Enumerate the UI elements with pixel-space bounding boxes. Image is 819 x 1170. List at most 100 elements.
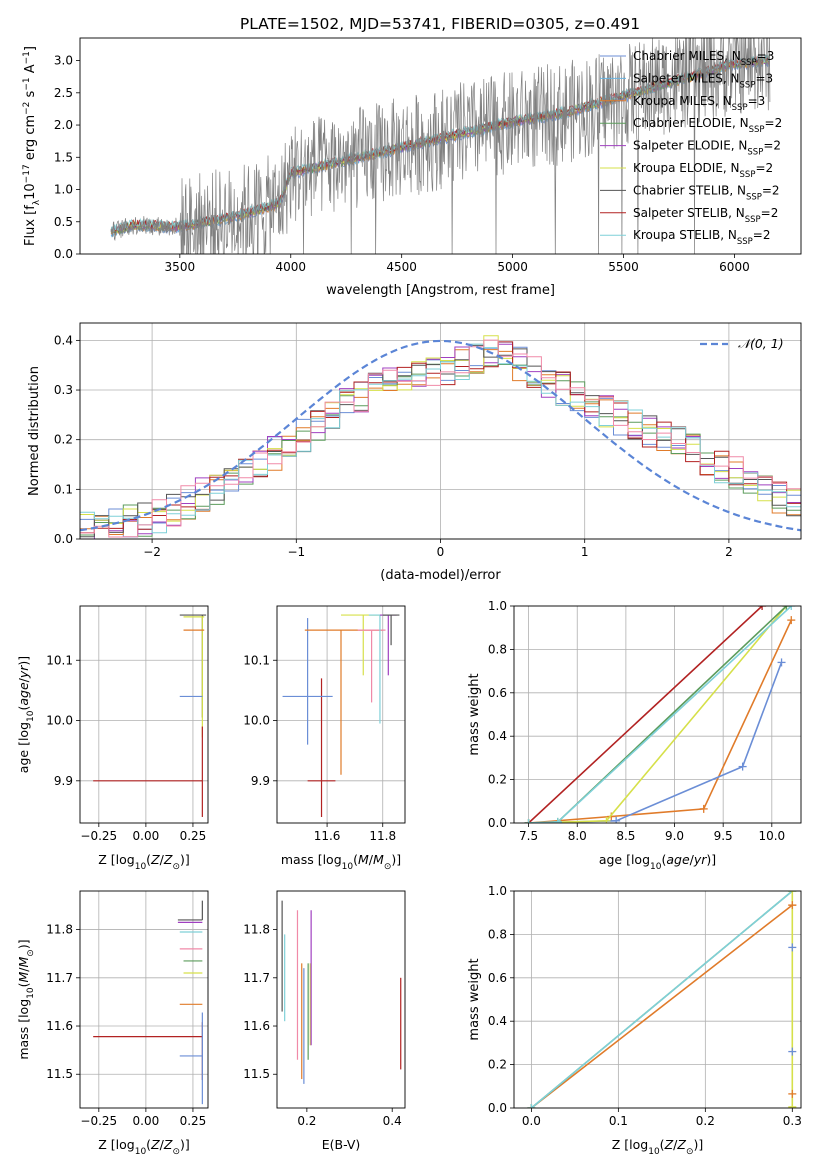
x-tick-label: 4000 <box>275 260 306 274</box>
mass-weight-vs-Z-frame <box>513 890 802 1109</box>
gaussian-reference-line <box>80 339 801 532</box>
legend-label: Chabrier STELIB, NSSP=2 <box>633 183 780 202</box>
x-tick-label: 5000 <box>497 260 528 274</box>
spectrum-legend: Chabrier MILES, NSSP=3 Salpeter MILES, NS… <box>600 49 782 247</box>
mass-vs-Z-axes: −0.25 0.00 0.25 11.5 11.6 11.7 11.8 <box>46 891 208 1128</box>
y-tick-label: 11.5 <box>243 1067 270 1081</box>
x-tick-label: −2 <box>143 545 161 559</box>
y-tick-label: 0.0 <box>54 247 73 261</box>
x-tick-label: 0.2 <box>696 1114 715 1128</box>
mass-weight-series-line <box>528 606 763 823</box>
y-tick-label: 3.0 <box>54 54 73 68</box>
legend-label: Salpeter ELODIE, NSSP=2 <box>633 139 781 158</box>
histogram-series-line <box>80 335 801 524</box>
y-tick-label: 11.6 <box>46 1019 73 1033</box>
x-axis-label: E(B-V) <box>322 1137 361 1152</box>
age-vs-Z-axes: −0.25 0.00 0.25 9.9 10.0 10.1 <box>46 606 208 843</box>
spectrum-traces <box>110 38 771 254</box>
mass-weight-vs-Z-lines <box>527 891 797 1108</box>
x-tick-label: 0.25 <box>180 829 207 843</box>
mass-weight-series-line <box>528 619 793 823</box>
y-tick-label: 1.0 <box>54 183 73 197</box>
mass-vs-ebv-axes: 0.2 0.4 11.5 11.6 11.7 11.8 <box>243 923 401 1128</box>
x-axis-label: Z [log10(Z/Z⊙)] <box>98 1137 190 1157</box>
y-tick-label: 11.6 <box>243 1019 270 1033</box>
spectrum-axes: 3500 4000 4500 5000 5500 6000 0.0 0.5 1.0 1.5 2.0 2… <box>54 54 750 274</box>
y-tick-label: 0.6 <box>488 686 507 700</box>
y-axis-label: Flux [fλ10−17 erg cm−2 s−1 A−1] <box>22 46 42 246</box>
y-tick-label: 11.7 <box>243 971 270 985</box>
y-tick-label: 10.0 <box>46 714 73 728</box>
x-tick-label: −1 <box>287 545 305 559</box>
x-tick-label: 1 <box>581 545 589 559</box>
legend-label: 𝒩(0, 1) <box>738 336 784 351</box>
x-axis-label: age [log10(age/yr)] <box>599 852 716 872</box>
y-axis-label: mass weight <box>467 958 482 1040</box>
x-tick-label: −0.25 <box>80 1114 117 1128</box>
y-tick-label: 2.5 <box>54 86 73 100</box>
y-tick-label: 1.0 <box>488 884 507 898</box>
x-tick-label: 2 <box>725 545 733 559</box>
legend-label: Kroupa ELODIE, NSSP=2 <box>633 161 773 180</box>
mass-weight-vs-Z-axes: 0.0 0.1 0.2 0.3 0.0 0.2 0.4 0.6 0.8 1.0 <box>488 884 802 1128</box>
residuals-frame <box>79 322 802 540</box>
mass-weight-series-line <box>530 891 793 1108</box>
histogram-series-line <box>80 343 801 534</box>
y-tick-label: 0.5 <box>54 215 73 229</box>
x-axis-label: Z [log10(Z/Z⊙)] <box>612 1137 704 1157</box>
x-tick-label: 8.5 <box>616 829 635 843</box>
y-tick-label: 0.4 <box>488 1014 507 1028</box>
x-tick-label: 0.3 <box>783 1114 802 1128</box>
x-tick-label: 0.25 <box>180 1114 207 1128</box>
y-tick-label: 0.0 <box>54 532 73 546</box>
y-tick-label: 0.4 <box>488 729 507 743</box>
y-tick-label: 0.2 <box>488 773 507 787</box>
y-tick-label: 0.2 <box>488 1058 507 1072</box>
y-tick-label: 0.6 <box>488 971 507 985</box>
y-tick-label: 9.9 <box>54 774 73 788</box>
y-tick-label: 0.1 <box>54 482 73 496</box>
x-tick-label: 9.5 <box>714 829 733 843</box>
mass-vs-Z-frame <box>79 890 209 1109</box>
figure-title: PLATE=1502, MJD=53741, FIBERID=0305, z=0… <box>240 15 640 33</box>
age-vs-Z-frame <box>79 605 209 824</box>
legend-label: Salpeter STELIB, NSSP=2 <box>633 206 778 225</box>
x-tick-label: −0.25 <box>80 829 117 843</box>
y-tick-label: 11.8 <box>243 923 270 937</box>
x-tick-label: 11.6 <box>314 829 341 843</box>
y-tick-label: 0.2 <box>54 433 73 447</box>
x-tick-label: 11.8 <box>369 829 396 843</box>
age-vs-mass-frame <box>276 605 406 824</box>
x-axis-label: Z [log10(Z/Z⊙)] <box>98 852 190 872</box>
x-tick-label: 0.00 <box>133 829 160 843</box>
x-tick-label: 3500 <box>165 260 196 274</box>
y-tick-label: 11.5 <box>46 1067 73 1081</box>
mass-vs-ebv-frame <box>276 890 406 1109</box>
x-tick-label: 10.0 <box>758 829 785 843</box>
y-tick-label: 9.9 <box>251 774 270 788</box>
y-tick-label: 10.0 <box>243 714 270 728</box>
y-axis-label: mass weight <box>467 673 482 755</box>
y-tick-label: 11.8 <box>46 923 73 937</box>
x-axis-label: (data-model)/error <box>380 568 501 583</box>
y-tick-label: 10.1 <box>243 653 270 667</box>
age-vs-mass-points <box>282 614 400 817</box>
y-axis-label: mass [log10(M/M⊙)] <box>16 939 36 1059</box>
x-tick-label: 8.0 <box>568 829 587 843</box>
spectrum-frame <box>79 37 802 255</box>
y-tick-label: 0.8 <box>488 642 507 656</box>
x-tick-label: 0.4 <box>383 1114 402 1128</box>
y-tick-label: 1.0 <box>488 599 507 613</box>
legend-label: Chabrier ELODIE, NSSP=2 <box>633 116 782 135</box>
x-tick-label: 4500 <box>386 260 417 274</box>
legend-label: Kroupa STELIB, NSSP=2 <box>633 228 771 247</box>
y-tick-label: 10.1 <box>46 653 73 667</box>
observed-spectrum-line <box>110 38 771 254</box>
y-tick-label: 0.0 <box>488 1101 507 1115</box>
y-axis-label: Normed distribution <box>27 366 42 496</box>
legend-label: Chabrier MILES, NSSP=3 <box>633 49 774 68</box>
age-vs-mass-axes: 11.6 11.8 9.9 10.0 10.1 <box>243 606 405 843</box>
y-tick-label: 0.4 <box>54 333 73 347</box>
x-tick-label: 7.5 <box>519 829 538 843</box>
